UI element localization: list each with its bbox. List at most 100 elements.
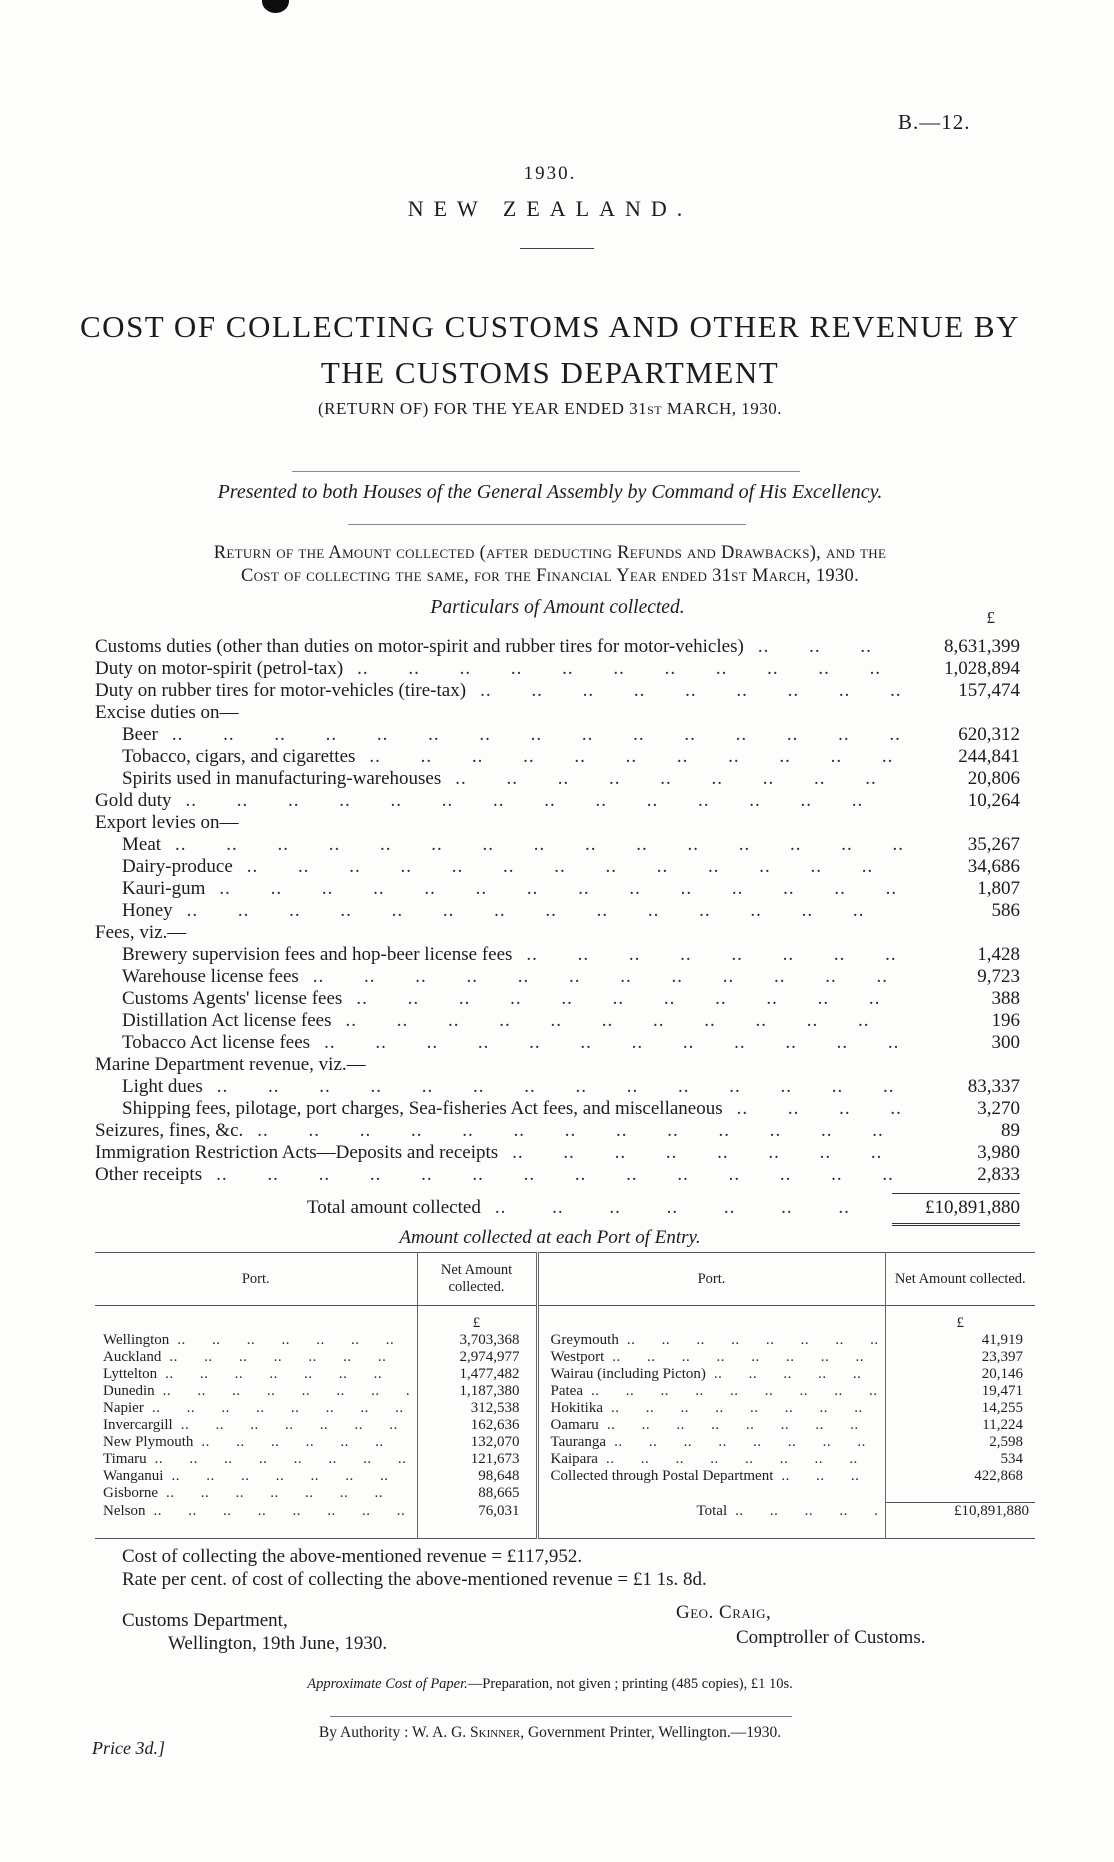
dot-leader (495, 1197, 882, 1219)
price-note: Price 3d.] (92, 1738, 165, 1758)
currency-symbol: £ (986, 608, 996, 627)
particulars-row: Honey 586 (95, 900, 1020, 922)
particulars-row: Meat 35,267 (95, 834, 1020, 856)
particulars-label: Excise duties on— (95, 702, 239, 723)
port-name: Tauranga (550, 1434, 607, 1450)
particulars-label: Export levies on— (95, 812, 239, 833)
particulars-value: 34,686 (967, 856, 1020, 877)
port-name: Auckland (103, 1349, 162, 1365)
port-name: Invercargill (103, 1417, 173, 1433)
particulars-label: Immigration Restriction Acts—Deposits an… (95, 1142, 499, 1163)
ports-table-row: Gisborne 88,665 (95, 1485, 1035, 1503)
dot-leader (172, 724, 902, 746)
paper-cost-note: Approximate Cost of Paper.—Preparation, … (50, 1676, 1050, 1693)
particulars-label: Beer (122, 724, 158, 745)
particulars-value: 35,267 (967, 834, 1020, 855)
dot-leader (219, 878, 902, 900)
port-amount: 23,397 (884, 1349, 1035, 1366)
port-amount: 422,868 (884, 1468, 1035, 1485)
port-amount: 88,665 (416, 1485, 537, 1503)
particulars-value: 2,833 (977, 1164, 1020, 1185)
dot-leader (369, 746, 902, 768)
particulars-label: Shipping fees, pilotage, port charges, S… (122, 1098, 723, 1119)
port-name: Kaipara (550, 1451, 598, 1467)
return-heading: Return of the Amount collected (after de… (50, 542, 1050, 588)
dot-leader (217, 1076, 902, 1098)
dot-leader (606, 1451, 877, 1468)
port-amount: 121,673 (416, 1451, 537, 1468)
particulars-row: Brewery supervision fees and hop-beer li… (95, 944, 1020, 966)
particulars-label: Tobacco, cigars, and cigarettes (122, 746, 356, 767)
ports-table-row: Lyttelton 1,477,482 Wairau (including Pict… (95, 1366, 1035, 1383)
particulars-label: Seizures, fines, &c. (95, 1120, 244, 1141)
port-name: Patea (550, 1383, 583, 1399)
page-title-line2: THE CUSTOMS DEPARTMENT (320, 355, 780, 390)
dot-leader (154, 1503, 409, 1520)
department-line2: Wellington, 19th June, 1930. (168, 1633, 388, 1654)
particulars-row: Gold duty 10,264 (95, 790, 1020, 812)
particulars-row: Export levies on— (95, 812, 1020, 834)
authority-line: By Authority : W. A. G. Skinner, Governm… (50, 1724, 1050, 1742)
port-name: Nelson (103, 1503, 146, 1519)
port-amount: 1,477,482 (416, 1366, 537, 1383)
particulars-value: 9,723 (977, 966, 1020, 987)
particulars-row: Distillation Act license fees 196 (95, 1010, 1020, 1032)
particulars-label: Marine Department revenue, viz.— (95, 1054, 366, 1075)
port-name: Oamaru (550, 1417, 599, 1433)
port-amount: 14,255 (884, 1400, 1035, 1417)
particulars-value: 1,028,894 (944, 658, 1020, 679)
particulars-row: Light dues 83,337 (95, 1076, 1020, 1098)
dot-leader (257, 1120, 902, 1142)
particulars-label: Other receipts (95, 1164, 203, 1185)
ports-table-row: Dunedin 1,187,380 Patea 19,471 (95, 1383, 1035, 1400)
dot-leader (187, 900, 902, 922)
dot-leader (324, 1032, 902, 1054)
ports-table-caption: Amount collected at each Port of Entry. (399, 1227, 701, 1248)
doc-reference: B.—12. (898, 110, 971, 134)
particulars-heading: Particulars of Amount collected. (430, 597, 685, 618)
ports-table-row: Auckland 2,974,977 Westport 23,397 (95, 1349, 1035, 1366)
dot-leader (611, 1400, 877, 1417)
dot-leader (737, 1098, 902, 1120)
particulars-label: Spirits used in manufacturing-warehouses (122, 768, 442, 789)
port-amount: 41,919 (884, 1332, 1035, 1349)
particulars-heading-row: Particulars of Amount collected. £ (95, 597, 1020, 627)
particulars-row: Tobacco, cigars, and cigarettes 244,841 (95, 746, 1020, 768)
particulars-label: Customs duties (other than duties on mot… (95, 636, 744, 657)
port-name: Wanganui (103, 1468, 164, 1484)
rate-line: Rate per cent. of cost of collecting the… (122, 1569, 707, 1590)
port-name: Wairau (including Picton) (550, 1366, 706, 1382)
particulars-label: Duty on rubber tires for motor-vehicles … (95, 680, 467, 701)
particulars-value: 300 (991, 1032, 1021, 1053)
column-header-port-left: Port. (95, 1252, 417, 1306)
particulars-row: Customs Agents' license fees 388 (95, 988, 1020, 1010)
dot-leader (356, 988, 902, 1010)
ports-table-row: New Plymouth 132,070 Tauranga 2,598 (95, 1434, 1035, 1451)
column-header-port-right: Port. (535, 1252, 885, 1306)
particulars-label: Customs Agents' license fees (122, 988, 343, 1009)
divider-rule (348, 524, 746, 525)
divider-rule (292, 471, 800, 472)
spacer-row (95, 1520, 1035, 1539)
particulars-label: Tobacco Act license fees (122, 1032, 311, 1053)
port-name: Total (696, 1503, 728, 1519)
particulars-value: 388 (991, 988, 1021, 1009)
port-name: Wellington (103, 1332, 170, 1348)
particulars-row: Marine Department revenue, viz.— (95, 1054, 1020, 1076)
ports-table-row: Timaru 121,673 Kaipara 534 (95, 1451, 1035, 1468)
particulars-total-row: Total amount collected £10,891,880 (95, 1193, 1020, 1226)
particulars-section: Particulars of Amount collected. £ Custo… (95, 597, 1020, 1226)
particulars-row: Spirits used in manufacturing-warehouses… (95, 768, 1020, 790)
currency-symbol: £ (884, 1305, 1035, 1332)
dot-leader (735, 1503, 876, 1520)
dot-leader (216, 1164, 902, 1186)
dot-leader (714, 1366, 877, 1383)
particulars-row: Warehouse license fees 9,723 (95, 966, 1020, 988)
dot-leader (591, 1383, 877, 1400)
particulars-value: 3,980 (977, 1142, 1020, 1163)
particulars-value: 620,312 (958, 724, 1020, 745)
ports-total-amount: £10,891,880 (884, 1502, 1035, 1520)
particulars-row: Seizures, fines, &c. 89 (95, 1120, 1020, 1142)
dot-leader (526, 944, 902, 966)
currency-row: £ £ (95, 1305, 1035, 1332)
